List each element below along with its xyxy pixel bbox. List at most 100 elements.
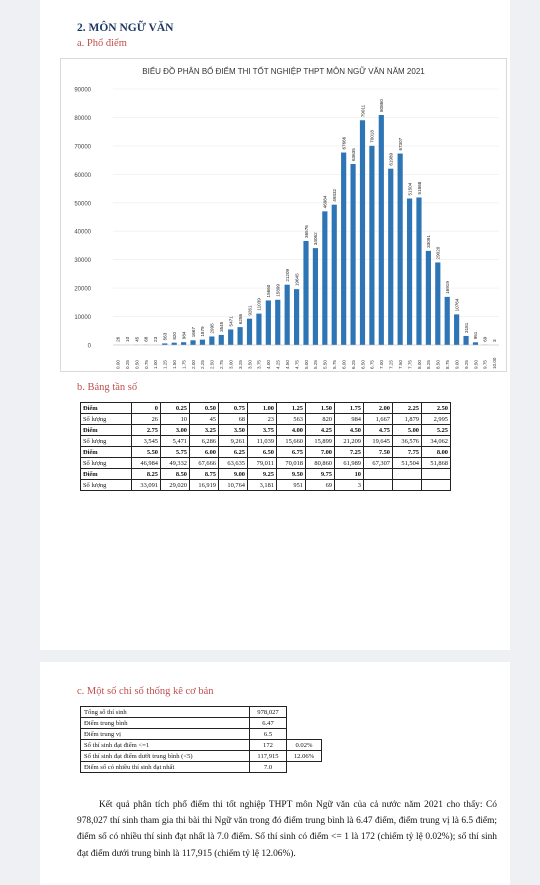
freq-count-cell: 68 (218, 413, 248, 425)
y-tick-label: 50000 (74, 201, 91, 207)
x-tick-label: 5.00 (304, 360, 309, 369)
x-tick-label: 6.25 (351, 360, 356, 369)
stats-row: Điểm trung vị 6.5 (80, 728, 322, 740)
bar-value-label: 10 (125, 336, 130, 342)
freq-score-cell: 4.50 (334, 424, 364, 436)
bar-value-label: 1667 (191, 327, 196, 338)
bar-value-label: 5471 (228, 316, 233, 327)
bar-value-label: 820 (172, 332, 177, 340)
freq-score-row: Điểm 5.50 5.75 6.00 6.25 6.50 6.75 7.00 7.25 7.50… (80, 446, 451, 458)
freq-row-label: Số lượng (80, 479, 132, 491)
score-distribution-chart: BIỂU ĐỒ PHÂN BỐ ĐIỂM THI TỐT NGHIỆP THPT… (60, 58, 507, 372)
bar-value-label: 70018 (370, 130, 375, 143)
stats-percent: 12.06% (286, 750, 322, 762)
bar-value-label: 3545 (219, 321, 224, 332)
freq-score-cell: 6.25 (218, 446, 248, 458)
freq-count-cell: 1,879 (392, 413, 422, 425)
freq-count-cell: 46,984 (131, 457, 161, 469)
x-tick-label: 3.25 (238, 360, 243, 369)
x-tick-label: 1.00 (153, 360, 158, 369)
freq-count-row: Số lượng 26 10 45 68 23 563 820 984 1,667 1,879 2,9… (80, 413, 451, 425)
freq-score-cell: 2.75 (131, 424, 161, 436)
bar-value-label: 2995 (210, 323, 215, 334)
x-tick-label: 3.75 (257, 360, 262, 369)
freq-count-cell: 33,091 (131, 479, 161, 491)
freq-count-cell: 34,062 (421, 435, 451, 447)
x-tick-label: 8.75 (445, 360, 450, 369)
freq-count-cell: 820 (305, 413, 335, 425)
x-tick-label: 3.00 (228, 360, 233, 369)
bar-value-label: 67666 (341, 136, 346, 149)
freq-score-cell: 4.25 (305, 424, 335, 436)
freq-score-cell: 9.75 (305, 468, 335, 480)
bar-value-label: 23 (153, 336, 158, 342)
stats-row: Số thí sinh đạt điểm <=1 172 0.02% (80, 739, 322, 751)
x-tick-label: 9.25 (464, 360, 469, 369)
bar-value-label: 3 (492, 339, 497, 342)
stats-value: 172 (249, 739, 287, 751)
freq-score-cell: 7.00 (305, 446, 335, 458)
bar-value-label: 563 (163, 332, 168, 340)
freq-score-cell: 1.75 (334, 402, 364, 414)
freq-score-cell (421, 468, 451, 480)
x-tick-label: 1.50 (172, 360, 177, 369)
freq-row-label: Số lượng (80, 413, 132, 425)
freq-score-cell: 3.00 (160, 424, 190, 436)
freq-score-cell: 9.50 (276, 468, 306, 480)
bar-value-label: 15660 (266, 284, 271, 297)
freq-score-cell: 4.75 (363, 424, 393, 436)
bar-value-label: 67307 (398, 137, 403, 150)
bar-value-label: 45 (134, 336, 139, 342)
chart-title: BIỂU ĐỒ PHÂN BỐ ĐIỂM THI TỐT NGHIỆP THPT… (142, 67, 425, 76)
freq-count-cell: 1,667 (363, 413, 393, 425)
freq-score-cell: 6.75 (276, 446, 306, 458)
freq-count-cell: 3 (334, 479, 364, 491)
freq-score-row: Điểm 0 0.25 0.50 0.75 1.00 1.25 1.50 1.75 2.00 2.2… (80, 402, 451, 414)
freq-count-cell: 23 (247, 413, 277, 425)
bar-value-label: 19645 (294, 273, 299, 286)
freq-score-cell: 1.50 (305, 402, 335, 414)
bar-value-label: 3181 (464, 322, 469, 333)
freq-count-cell: 951 (276, 479, 306, 491)
frequency-table: Điểm 0 0.25 0.50 0.75 1.00 1.25 1.50 1.75 2.00 2.2… (80, 402, 451, 491)
bar (293, 289, 300, 345)
freq-count-cell: 70,018 (276, 457, 306, 469)
analysis-paragraph: Kết quả phân tích phổ điểm thi tốt nghiệ… (77, 797, 497, 862)
bar-value-label: 49332 (332, 188, 337, 201)
x-tick-label: 1.75 (181, 360, 186, 369)
freq-count-cell: 984 (334, 413, 364, 425)
freq-score-cell: 9.25 (247, 468, 277, 480)
bar (378, 114, 384, 345)
freq-score-cell: 1.00 (247, 402, 277, 414)
freq-count-cell: 10,764 (218, 479, 248, 491)
freq-score-cell: 3.50 (218, 424, 248, 436)
bar-value-label: 34062 (313, 232, 318, 245)
freq-count-cell: 49,332 (160, 457, 190, 469)
y-tick-label: 60000 (74, 173, 91, 179)
y-tick-label: 90000 (74, 88, 91, 94)
freq-score-cell (363, 468, 393, 480)
freq-score-cell: 2.50 (421, 402, 451, 414)
freq-count-cell: 79,011 (247, 457, 277, 469)
bar (237, 327, 243, 345)
bar-value-label: 36576 (304, 225, 309, 238)
freq-score-cell: 0 (131, 402, 161, 414)
stats-value: 117,915 (249, 750, 287, 762)
freq-count-cell: 9,261 (218, 435, 248, 447)
freq-score-cell: 7.75 (392, 446, 422, 458)
x-tick-label: 9.75 (483, 360, 488, 369)
bar (256, 313, 262, 345)
freq-score-cell: 0.75 (218, 402, 248, 414)
bar (162, 343, 168, 345)
bar (331, 204, 337, 345)
x-tick-label: 5.25 (313, 360, 318, 369)
freq-score-cell: 7.25 (334, 446, 364, 458)
analysis-paragraph-text: Kết quả phân tích phổ điểm thi tốt nghiệ… (77, 800, 497, 859)
freq-count-cell: 69 (305, 479, 335, 491)
x-tick-label: 7.25 (389, 360, 394, 369)
x-tick-label: 10.00 (492, 357, 497, 369)
x-tick-label: 4.25 (276, 360, 281, 369)
freq-count-cell: 3,181 (247, 479, 277, 491)
freq-score-cell: 3.75 (247, 424, 277, 436)
bar-value-label: 29020 (436, 246, 441, 259)
